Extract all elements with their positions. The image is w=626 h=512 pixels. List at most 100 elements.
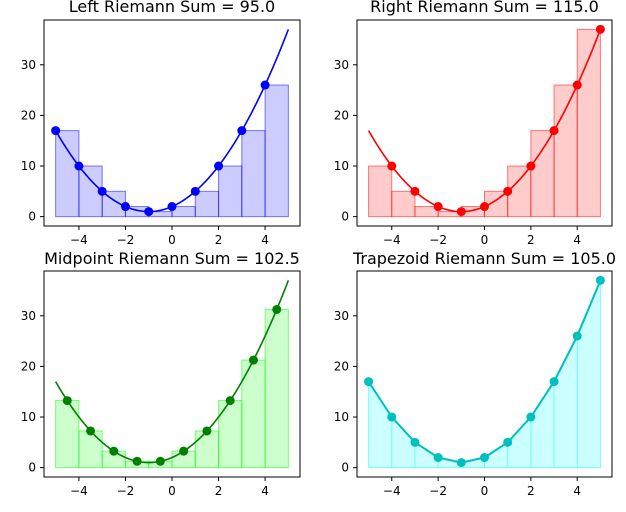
sample-point [97, 186, 107, 196]
riemann-bar [194, 190, 220, 218]
x-tick-label: 4 [261, 233, 269, 247]
chart-title: Trapezoid Riemann Sum = 105.0 [352, 249, 616, 268]
sample-point [480, 202, 489, 212]
x-tick-label: 2 [215, 233, 223, 247]
x-tick-label: 4 [573, 484, 581, 498]
sample-point [503, 437, 513, 447]
x-tick-label: 0 [168, 484, 176, 498]
sample-point [595, 24, 605, 34]
chart-title: Midpoint Riemann Sum = 102.5 [44, 249, 300, 268]
sample-point [248, 355, 258, 365]
riemann-bar [218, 400, 243, 469]
x-tick-label: −2 [117, 233, 135, 247]
sample-point [410, 186, 420, 196]
sample-point [225, 396, 235, 406]
sample-point [387, 412, 397, 422]
x-tick-label: −4 [383, 484, 401, 498]
riemann-bar [368, 165, 393, 218]
y-tick-label: 0 [341, 210, 349, 224]
riemann-bar [55, 400, 80, 469]
y-tick-label: 10 [21, 159, 36, 173]
riemann-bar [264, 308, 289, 469]
x-tick-label: 2 [527, 233, 535, 247]
sample-point [526, 412, 536, 422]
x-tick-label: −2 [429, 484, 447, 498]
x-tick-label: 2 [527, 484, 535, 498]
riemann-bar [530, 130, 555, 218]
sample-point [503, 186, 513, 196]
x-tick-label: 0 [481, 484, 489, 498]
riemann-bar [194, 430, 220, 469]
x-tick-label: 4 [573, 233, 581, 247]
sample-point [526, 161, 536, 171]
sample-point [410, 437, 420, 447]
sample-point [456, 207, 466, 217]
chart-title: Right Riemann Sum = 115.0 [370, 0, 599, 16]
sample-point [179, 446, 189, 456]
right-riemann-panel: Right Riemann Sum = 115.0 −4 −2 0 2 4 0 10 20 30 [334, 0, 613, 247]
sample-point [572, 80, 582, 90]
chart-title: Left Riemann Sum = 95.0 [69, 0, 275, 16]
riemann-bar [55, 130, 80, 218]
sample-point [433, 202, 443, 212]
sample-point [549, 126, 559, 136]
sample-point [144, 207, 154, 217]
y-tick-label: 10 [21, 410, 36, 424]
left-riemann-panel: Left Riemann Sum = 95.0 −4 −2 0 2 4 0 10 20 30 [21, 0, 301, 247]
sample-point [86, 426, 96, 436]
x-tick-label: −4 [383, 233, 401, 247]
x-tick-label: −2 [117, 484, 135, 498]
sample-point [214, 161, 224, 171]
sample-point [167, 202, 177, 212]
trapezoid-area [368, 280, 601, 468]
x-tick-label: 2 [215, 484, 223, 498]
sample-point [237, 126, 247, 136]
y-tick-label: 30 [21, 309, 36, 323]
sample-point [62, 396, 72, 406]
function-curve [54, 280, 290, 464]
riemann-bar [241, 130, 266, 218]
y-tick-label: 20 [334, 359, 349, 373]
sample-point [155, 456, 165, 466]
x-tick-label: −4 [70, 484, 88, 498]
y-tick-label: 10 [334, 159, 349, 173]
sample-point [202, 426, 212, 436]
sample-point [272, 304, 282, 314]
x-tick-label: 0 [168, 233, 176, 247]
riemann-bar [576, 28, 601, 218]
riemann-bar [391, 190, 416, 218]
y-tick-label: 0 [341, 461, 349, 475]
x-tick-label: 4 [261, 484, 269, 498]
y-tick-label: 30 [21, 58, 36, 72]
sample-point [364, 377, 374, 387]
sample-point [132, 456, 142, 466]
y-tick-label: 20 [334, 108, 349, 122]
midpoint-riemann-panel: Midpoint Riemann Sum = 102.5 −4 −2 0 2 4 0 10 2… [21, 249, 301, 498]
x-tick-label: −2 [429, 233, 447, 247]
sample-point [572, 331, 582, 341]
y-tick-label: 0 [28, 210, 36, 224]
y-tick-label: 30 [334, 309, 349, 323]
sample-point [433, 453, 443, 463]
x-tick-label: 0 [481, 233, 489, 247]
riemann-bar [218, 165, 243, 218]
sample-point [456, 458, 466, 468]
sample-point [595, 275, 605, 285]
sample-point [109, 446, 119, 456]
sample-point [74, 161, 84, 171]
sample-point [480, 453, 489, 463]
riemann-bar [553, 84, 578, 218]
trapezoid-riemann-panel: Trapezoid Riemann Sum = 105.0 −4 −2 0 2 4 0 10… [334, 249, 616, 498]
sample-point [549, 377, 559, 387]
sample-point [387, 161, 397, 171]
riemann-bar [264, 84, 289, 218]
riemann-bar [78, 430, 103, 469]
sample-point [260, 80, 270, 90]
y-tick-label: 30 [334, 58, 349, 72]
sample-point [190, 186, 200, 196]
y-tick-label: 20 [21, 359, 36, 373]
y-tick-label: 10 [334, 410, 349, 424]
y-tick-label: 20 [21, 108, 36, 122]
y-tick-label: 0 [28, 461, 36, 475]
